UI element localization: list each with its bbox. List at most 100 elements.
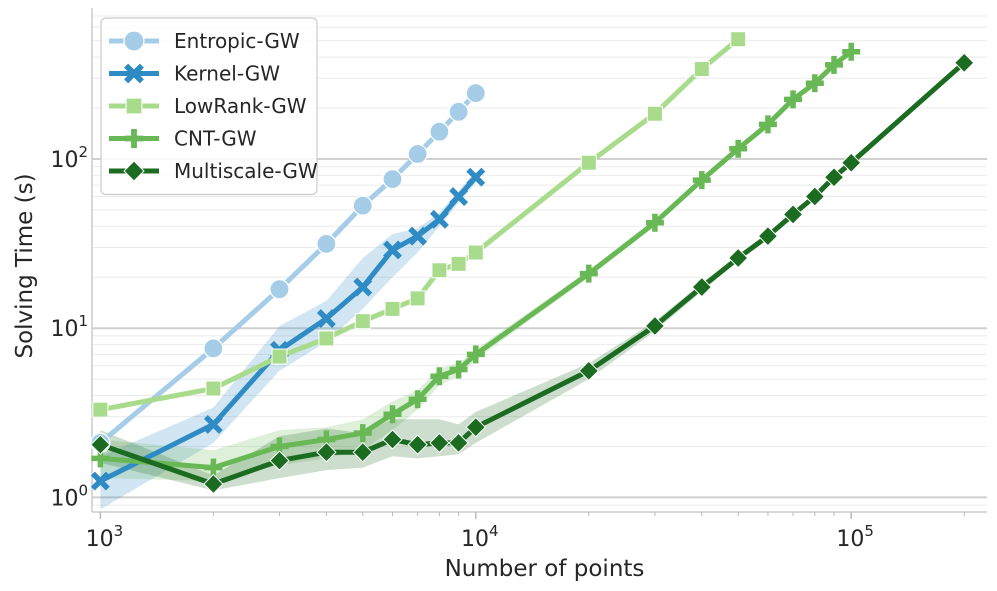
line-entropic-gw [97,90,479,446]
point-multiscale-gw [90,434,111,455]
point-multiscale-gw [448,432,469,454]
point-entropic-gw [448,101,469,122]
markers-cnt-gw [91,42,861,477]
point-cnt-gw [645,213,664,232]
y-tick-label: 100 [50,481,88,511]
point-multiscale-gw [804,186,826,207]
point-kernel-gw [203,414,223,434]
point-multiscale-gw [840,152,862,173]
point-multiscale-gw [757,225,779,247]
legend-item-cnt-gw[interactable]: CNT-GW [109,127,257,151]
point-entropic-gw [465,83,486,104]
x-tick-label-exponent: 5 [864,522,874,540]
band-multiscale-gw [100,60,965,491]
markers-multiscale-gw [90,52,975,495]
point-lowrank-gw [92,401,109,418]
point-multiscale-gw [644,315,666,337]
point-lowrank-gw [205,380,222,397]
legend-item-multiscale-gw[interactable]: Multiscale-GW [109,159,318,183]
point-cnt-gw [579,264,598,283]
point-cnt-gw [383,405,402,424]
legend-frame [100,17,318,196]
point-cnt-gw [430,367,449,386]
point-multiscale-gw [429,432,450,454]
point-entropic-gw [352,195,373,216]
point-cnt-gw [784,90,803,109]
y-tick-label-exponent: 2 [78,143,88,161]
x-tick-label-exponent: 4 [489,522,499,540]
point-entropic-gw [316,233,337,254]
y-tick-label: 101 [50,312,88,342]
point-kernel-gw [408,226,428,246]
point-entropic-gw [382,169,403,190]
point-cnt-gw [466,345,485,364]
point-lowrank-gw [354,313,371,330]
legend-marker [124,63,144,84]
legend-marker [123,30,145,52]
y-tick-label-exponent: 1 [78,312,88,330]
point-kernel-gw [90,471,110,491]
series-markers [90,31,975,495]
axes [91,8,987,519]
point-lowrank-gw [646,105,663,122]
x-tick-label: 104 [461,522,499,552]
point-entropic-gw [407,143,428,165]
legend-item-lowrank-gw[interactable]: LowRank-GW [109,94,307,118]
point-lowrank-gw [450,255,467,272]
y-axis-title: Solving Time (s) [12,173,38,358]
point-cnt-gw [758,115,777,134]
legend-label: LowRank-GW [174,94,307,118]
point-kernel-gw [316,309,336,329]
markers-entropic-gw [90,83,486,453]
legend-label: CNT-GW [174,127,257,151]
point-lowrank-gw [431,262,448,279]
x-tick-label: 105 [836,522,874,552]
legend-item-kernel-gw[interactable]: Kernel-GW [109,62,280,86]
point-entropic-gw [429,121,450,142]
point-cnt-gw [825,55,844,74]
point-entropic-gw [269,279,290,300]
point-multiscale-gw [465,416,486,438]
point-cnt-gw [204,458,223,477]
point-multiscale-gw [954,52,975,74]
point-entropic-gw [203,338,224,359]
legend-label: Kernel-GW [174,62,280,86]
legend[interactable]: Entropic-GW Kernel-GW LowRank-GW CNT-GW Mult… [100,17,318,196]
x-axis-title: Number of points [445,556,645,582]
legend-marker [124,129,144,148]
point-multiscale-gw [316,441,337,463]
x-tick-label: 103 [86,522,124,552]
point-multiscale-gw [823,167,845,188]
point-multiscale-gw [352,441,373,463]
x-tick-label-base: 10 [836,527,864,552]
point-multiscale-gw [203,473,224,495]
point-kernel-gw [383,240,402,260]
line-kernel-gw [97,174,479,484]
point-multiscale-gw [782,204,804,225]
legend-marker [123,160,145,182]
legend-marker [125,97,143,115]
point-kernel-gw [429,209,449,229]
grid-lines [92,15,987,506]
point-cnt-gw [408,390,427,409]
point-kernel-gw [353,277,373,297]
point-lowrank-gw [318,330,335,347]
point-kernel-gw [466,167,486,187]
point-lowrank-gw [271,348,288,365]
y-tick-label-base: 10 [50,317,78,342]
point-multiscale-gw [691,276,713,298]
point-kernel-gw [449,187,469,206]
y-tick-label-exponent: 0 [78,481,88,499]
y-tick-label-base: 10 [50,148,78,173]
markers-lowrank-gw [92,31,747,418]
point-multiscale-gw [407,434,428,455]
x-tick-label-base: 10 [461,527,489,552]
point-lowrank-gw [409,290,426,307]
legend-item-entropic-gw[interactable]: Entropic-GW [109,29,300,53]
point-lowrank-gw [580,154,597,171]
point-multiscale-gw [727,247,749,269]
band-kernel-gw [100,171,476,510]
